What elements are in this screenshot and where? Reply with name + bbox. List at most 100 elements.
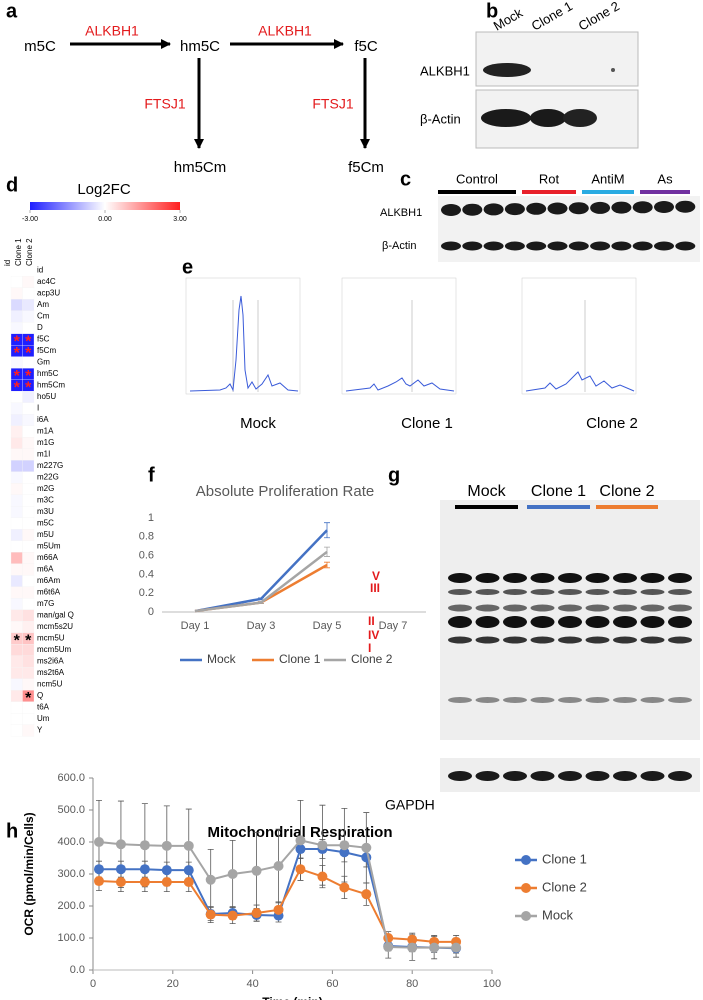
panel-label: f <box>148 464 155 486</box>
blot-band <box>668 589 692 595</box>
group-bar <box>640 190 690 194</box>
blot-band <box>585 636 610 644</box>
row-label: m5C <box>37 519 54 528</box>
blot-band <box>475 604 500 612</box>
data-point <box>183 877 194 887</box>
data-point <box>273 861 284 871</box>
blot-band <box>585 573 610 583</box>
data-point <box>295 864 306 875</box>
blot-band <box>448 573 472 583</box>
heatmap-cell <box>22 713 35 725</box>
blot-band <box>675 200 696 213</box>
row-label: m7G <box>37 599 54 608</box>
blot-band <box>448 636 472 644</box>
enzyme-label: ALKBH1 <box>258 23 312 39</box>
row-label: m3U <box>37 507 54 516</box>
row-label: f5Cm <box>37 346 56 355</box>
data-point <box>139 840 150 851</box>
x-tick-label: 60 <box>326 978 338 990</box>
enzyme-label: ALKBH1 <box>85 23 139 39</box>
loading-label: GAPDH <box>385 797 435 813</box>
legend-label: Clone 1 <box>542 851 587 866</box>
row-label: ALKBH1 <box>380 207 422 219</box>
row-label: m3C <box>37 496 54 505</box>
y-tick-label: 200.0 <box>57 900 85 912</box>
heatmap-cell <box>22 621 35 633</box>
blot-band <box>675 241 696 251</box>
node-label: m5C <box>24 38 56 55</box>
blot-band <box>613 604 637 612</box>
significance-mark: * <box>14 633 21 650</box>
series-line <box>98 839 457 949</box>
data-point <box>115 864 126 875</box>
heatmap-cell <box>10 563 23 576</box>
blot-band <box>654 201 674 213</box>
blot-band <box>526 241 547 251</box>
data-point <box>227 869 238 879</box>
group-label: Clone 2 <box>599 483 654 500</box>
blot-band <box>613 636 637 644</box>
heatmap-cell <box>10 356 23 369</box>
row-label: Y <box>37 726 43 735</box>
x-tick-label: Day 3 <box>247 620 276 632</box>
y-tick-label: 300.0 <box>57 868 85 880</box>
blot-band <box>530 697 555 703</box>
legend-label: Mock <box>542 907 574 922</box>
row-label: ms2t6A <box>37 668 65 677</box>
complex-label: V <box>372 569 380 583</box>
heatmap-cell <box>10 310 23 323</box>
heatmap-cell <box>22 448 35 461</box>
heatmap-cell <box>22 678 35 691</box>
x-tick-label: Day 1 <box>181 620 210 632</box>
frame <box>521 277 637 395</box>
significance-mark: * <box>14 368 21 385</box>
x-tick-label: Day 5 <box>313 620 342 632</box>
blot-band <box>611 241 632 251</box>
colorbar-tick-label: -3.00 <box>22 216 38 223</box>
heatmap-cell <box>22 517 35 530</box>
row-label: mcm5U <box>37 634 65 643</box>
western-blot-b: Mock Clone 1 Clone 2 ALKBH1 β-Actin <box>420 0 639 149</box>
blot-band <box>568 202 589 215</box>
blot-band <box>558 604 582 612</box>
chromatograms: Mock Clone 1 Clone 2 <box>185 277 638 432</box>
row-label: f5C <box>37 335 50 344</box>
blot-band <box>640 771 665 781</box>
legend-marker <box>521 911 531 921</box>
x-tick-label: 0 <box>90 978 96 990</box>
heatmap-cell <box>10 437 23 449</box>
blot-band <box>475 589 500 595</box>
significance-mark: * <box>14 380 21 397</box>
frame <box>341 277 457 395</box>
node-label: f5C <box>354 38 378 55</box>
series-line <box>194 529 328 613</box>
chromatogram <box>521 277 637 395</box>
blot-band <box>483 203 504 216</box>
group-label: As <box>657 171 673 186</box>
group-bar <box>582 190 634 194</box>
data-point <box>93 837 104 847</box>
y-tick-label: 400.0 <box>57 836 85 848</box>
pathway-diagram: m5C hm5C f5C hm5Cm f5Cm ALKBH1 ALKBH1 FT… <box>24 23 384 176</box>
group-bar <box>455 505 518 509</box>
group-bar <box>522 190 576 194</box>
row-label: mcm5Um <box>37 645 72 654</box>
y-tick-label: 600.0 <box>57 772 85 784</box>
heatmap-cell <box>22 563 35 576</box>
heatmap-cell <box>22 667 35 679</box>
heatmap-cell <box>10 506 23 518</box>
heatmap-cell <box>10 529 23 541</box>
frame <box>185 277 301 395</box>
blot-band <box>640 697 665 703</box>
row-label: ms2i6A <box>37 657 64 666</box>
heatmap-cell <box>10 540 23 553</box>
blot-band <box>503 604 527 612</box>
row-label: m5Um <box>37 542 61 551</box>
data-point <box>161 865 172 876</box>
blot-band <box>475 636 500 644</box>
row-label: acp3U <box>37 289 60 298</box>
y-tick-label: 0 <box>148 606 154 618</box>
data-point <box>205 874 216 885</box>
blot-band <box>668 697 692 703</box>
group-label: Mock <box>467 483 506 500</box>
